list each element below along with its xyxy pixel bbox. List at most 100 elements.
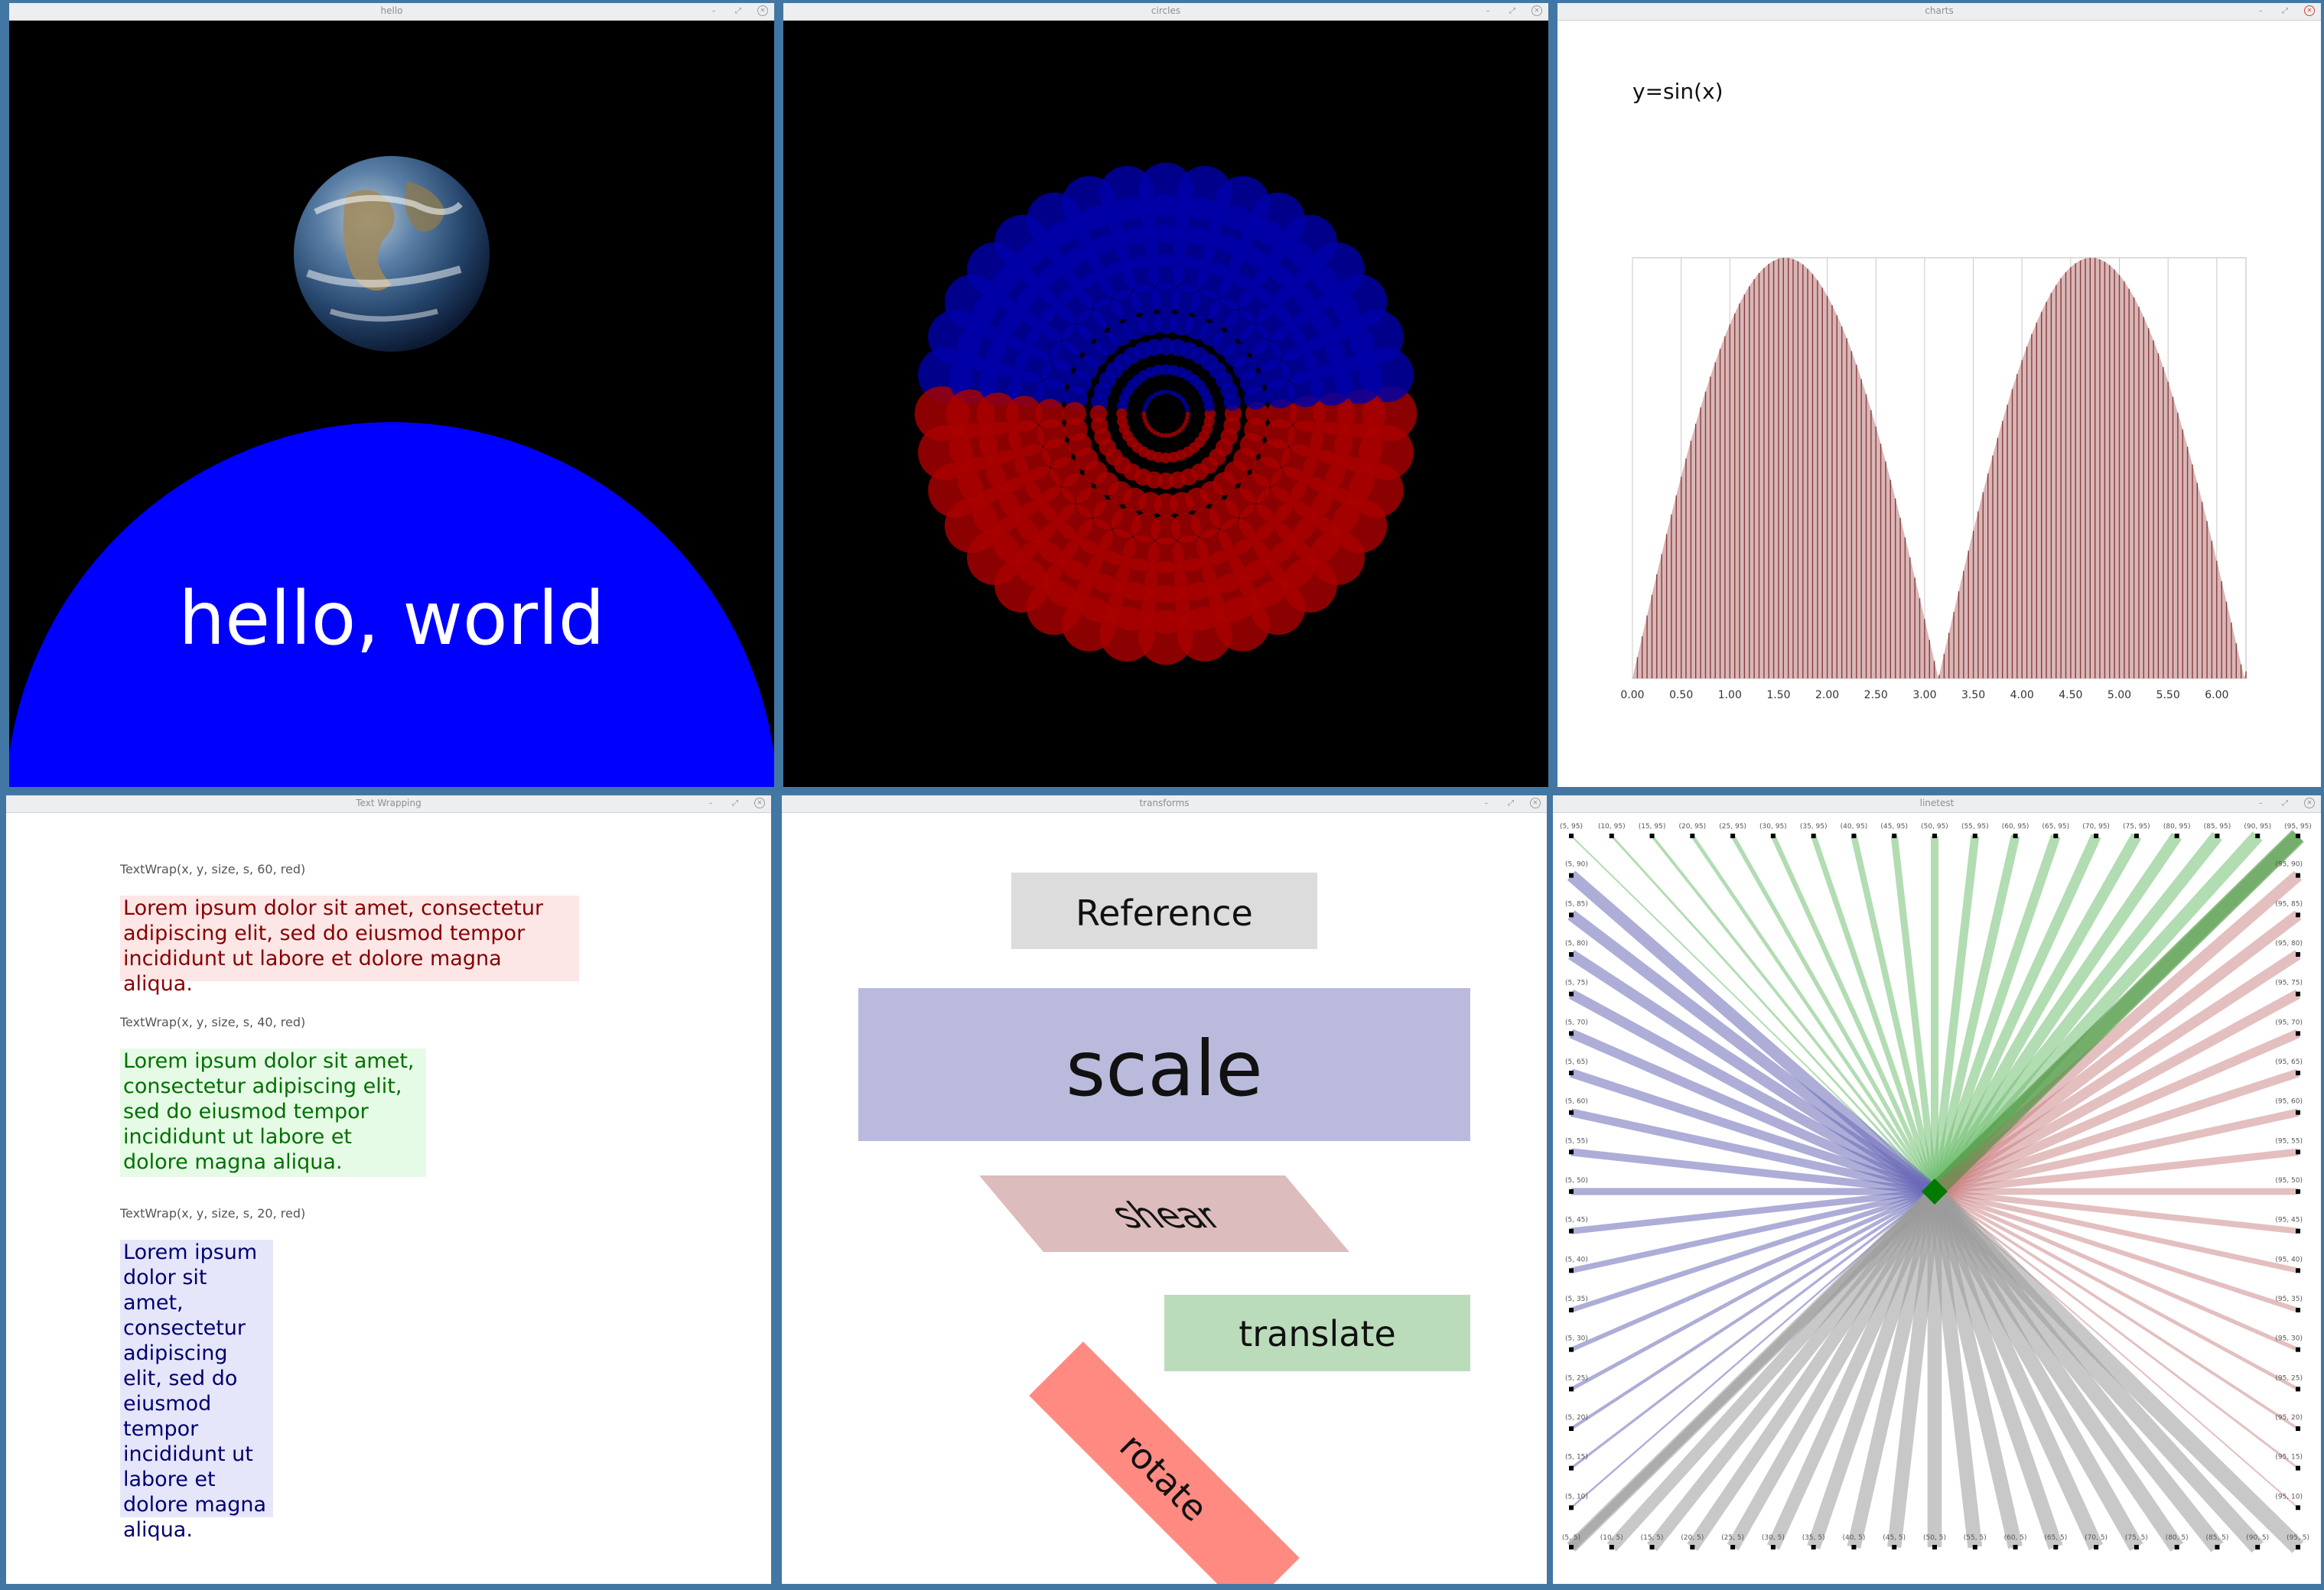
wrap-caption-40: TextWrap(x, y, size, s, 40, red) — [120, 1015, 306, 1029]
circle-dot — [1167, 389, 1172, 395]
minimize-icon[interactable]: – — [2258, 798, 2263, 808]
point-label: (5, 30) — [1565, 1335, 1588, 1343]
point-label: (5, 80) — [1565, 940, 1588, 948]
point-label: (65, 95) — [2042, 823, 2070, 831]
maximize-icon[interactable]: ⤢ — [732, 798, 738, 808]
point-marker — [2255, 1545, 2261, 1549]
point-marker — [2296, 1189, 2300, 1194]
test-line — [1568, 989, 1938, 1196]
close-icon[interactable]: ✕ — [2304, 5, 2315, 16]
maximize-icon[interactable]: ⤢ — [1508, 798, 1514, 808]
point-label: (95, 50) — [2275, 1177, 2303, 1185]
test-line — [1570, 1148, 1935, 1195]
point-marker — [2174, 834, 2179, 838]
point-marker — [2215, 834, 2220, 838]
x-tick-label: 2.00 — [1815, 689, 1839, 701]
textwrap-window[interactable]: Text Wrapping – ⤢ ✕ TextWrap(x, y, size,… — [6, 795, 771, 1584]
hello-window[interactable]: hello – ⤢ ✕ — [9, 3, 774, 787]
point-marker — [2296, 1347, 2300, 1352]
circle-dot — [1185, 415, 1190, 420]
point-label: (90, 5) — [2246, 1534, 2269, 1542]
close-icon[interactable]: ✕ — [754, 798, 765, 808]
test-line — [1570, 1189, 1936, 1391]
shear-box: shear — [979, 1175, 1349, 1252]
circle-dot — [1160, 389, 1164, 395]
point-label: (95, 15) — [2275, 1454, 2303, 1462]
minimize-icon[interactable]: – — [1484, 798, 1489, 808]
test-line — [1568, 950, 1938, 1196]
point-label: (5, 95) — [1560, 823, 1583, 831]
x-tick-label: 1.50 — [1766, 689, 1790, 701]
x-tick-label: 4.50 — [2059, 689, 2082, 701]
linetest-window[interactable]: linetest – ⤢ ✕ (5, 95) (10, 95) (15, 95) (2… — [1553, 795, 2321, 1584]
test-line — [1730, 834, 1937, 1193]
test-line — [1569, 1029, 1937, 1196]
circles-window[interactable]: circles – ⤢ ✕ — [783, 3, 1548, 787]
hello-titlebar[interactable]: hello – ⤢ ✕ — [9, 3, 774, 21]
test-line — [1933, 1108, 2300, 1196]
point-label: (75, 95) — [2123, 823, 2150, 831]
test-line — [1932, 1029, 2300, 1196]
point-marker — [1690, 1545, 1695, 1549]
point-label: (95, 65) — [2275, 1058, 2303, 1066]
chart-title: y=sin(x) — [1632, 79, 1723, 104]
maximize-icon[interactable]: ⤢ — [2282, 798, 2288, 808]
minimize-icon[interactable]: – — [2258, 6, 2263, 15]
point-label: (90, 95) — [2244, 823, 2271, 831]
point-label: (5, 45) — [1565, 1217, 1588, 1224]
circle-dot — [1143, 418, 1148, 424]
charts-titlebar[interactable]: charts – ⤢ ✕ — [1557, 3, 2321, 21]
linetest-titlebar[interactable]: linetest – ⤢ ✕ — [1553, 795, 2321, 813]
close-icon[interactable]: ✕ — [2304, 798, 2315, 808]
test-line — [1567, 910, 1938, 1197]
point-label: (75, 5) — [2125, 1534, 2148, 1542]
minimize-icon[interactable]: – — [1486, 6, 1490, 15]
point-marker — [2296, 1031, 2300, 1036]
close-icon[interactable]: ✕ — [757, 5, 768, 16]
maximize-icon[interactable]: ⤢ — [1509, 6, 1515, 15]
test-line — [1570, 1189, 1936, 1352]
point-label: (5, 25) — [1565, 1374, 1588, 1382]
x-tick-label: 0.00 — [1620, 689, 1644, 701]
maximize-icon[interactable]: ⤢ — [2282, 6, 2288, 15]
point-label: (95, 60) — [2275, 1098, 2303, 1106]
center-marker — [1922, 1179, 1948, 1205]
test-line — [1770, 834, 1937, 1193]
point-marker — [1972, 1545, 1977, 1549]
point-label: (95, 80) — [2275, 940, 2303, 948]
scale-box: scale — [858, 988, 1470, 1141]
circle-dot — [1167, 433, 1172, 438]
maximize-icon[interactable]: ⤢ — [735, 6, 741, 15]
textwrap-titlebar[interactable]: Text Wrapping – ⤢ ✕ — [6, 795, 771, 813]
test-line — [1929, 834, 2101, 1194]
point-marker — [1649, 1545, 1655, 1549]
point-marker — [1569, 1465, 1574, 1471]
point-marker — [1851, 1545, 1857, 1549]
point-marker — [1932, 834, 1937, 838]
point-label: (5, 5) — [1562, 1534, 1580, 1542]
point-marker — [2296, 1268, 2300, 1273]
point-label: (95, 55) — [2275, 1137, 2303, 1145]
close-icon[interactable]: ✕ — [1531, 5, 1542, 16]
minimize-icon[interactable]: – — [708, 798, 713, 808]
circles-titlebar[interactable]: circles – ⤢ ✕ — [783, 3, 1548, 21]
circle-dot — [1152, 430, 1157, 435]
close-icon[interactable]: ✕ — [1530, 798, 1541, 808]
window-title: circles — [1151, 5, 1181, 16]
point-marker — [1569, 1268, 1574, 1273]
minimize-icon[interactable]: – — [711, 6, 716, 15]
transforms-window[interactable]: transforms – ⤢ ✕ Reference scale shear — [782, 795, 1547, 1584]
window-title: transforms — [1139, 798, 1190, 808]
point-marker — [1811, 1545, 1816, 1549]
transforms-titlebar[interactable]: transforms – ⤢ ✕ — [782, 795, 1547, 813]
point-label: (5, 75) — [1565, 980, 1588, 987]
charts-window[interactable]: charts – ⤢ ✕ y=sin(x) 0.00 0.50 1.00 1.50 2.… — [1557, 3, 2321, 787]
point-label: (5, 60) — [1565, 1098, 1588, 1106]
test-line — [1934, 1189, 2299, 1312]
wrap-block-40: Lorem ipsum dolor sit amet, consectetur … — [120, 1049, 426, 1177]
point-marker — [2296, 1387, 2300, 1392]
point-marker — [2296, 1426, 2300, 1431]
point-label: (60, 5) — [2004, 1534, 2027, 1542]
circle-dot — [1183, 418, 1189, 424]
point-marker — [1770, 834, 1776, 838]
